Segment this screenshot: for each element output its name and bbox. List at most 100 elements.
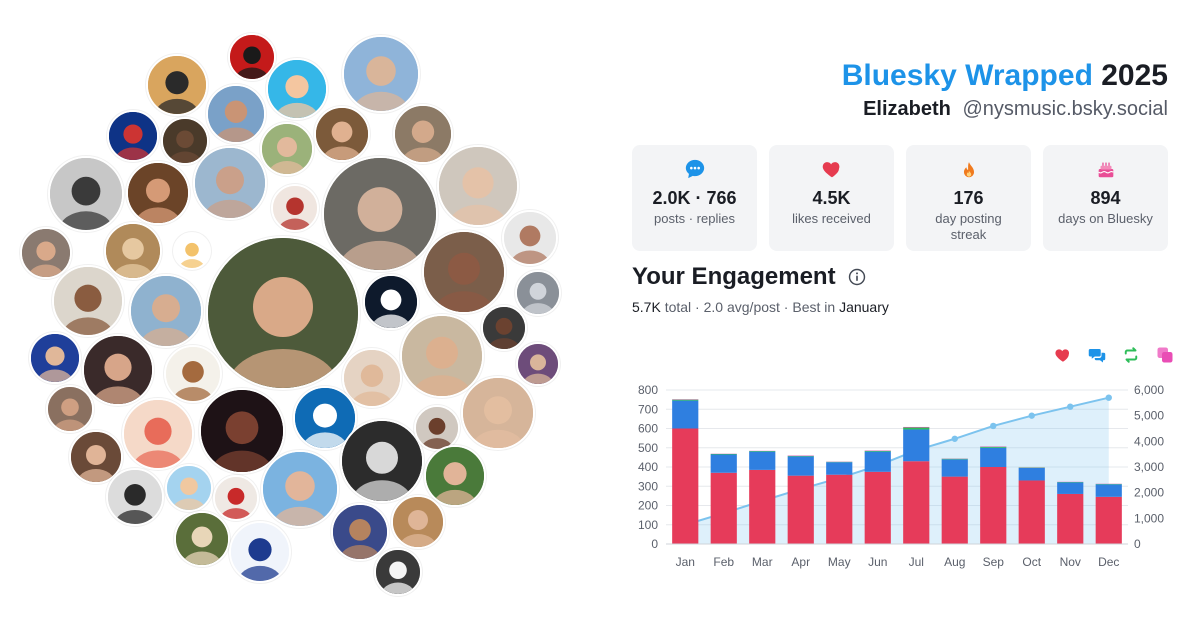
reply-bubbles-icon[interactable] <box>1088 346 1106 364</box>
avatar-bride[interactable] <box>174 511 230 567</box>
cumulative-point <box>1105 394 1112 401</box>
avatar-cubs-logo[interactable] <box>107 110 159 162</box>
bar-segment <box>826 474 853 544</box>
heart-icon[interactable] <box>1054 346 1072 364</box>
avatar-group-table[interactable] <box>104 222 162 280</box>
info-icon[interactable] <box>848 268 866 286</box>
engagement-chart: 0 100 200 300 400 500 600 700 800 0 1,000 2,000 3,00… <box>638 383 1164 569</box>
avatar-monster[interactable] <box>340 419 424 503</box>
avatar-sunglasses[interactable] <box>126 161 190 225</box>
avatar-woman-yellow[interactable] <box>481 305 527 351</box>
y-tick-label: 600 <box>638 422 658 436</box>
avatar-couple[interactable] <box>129 274 203 348</box>
stat-card-days: 894 days on Bluesky <box>1043 145 1168 251</box>
stat-label: likes received <box>792 211 871 226</box>
avatar-bw-woman[interactable] <box>48 156 124 232</box>
bar-segment <box>864 471 891 544</box>
repost-icon[interactable] <box>1122 346 1140 364</box>
avatar-young-man[interactable] <box>393 104 453 164</box>
heart-icon <box>769 157 894 181</box>
avatar-main-oak[interactable] <box>206 236 360 390</box>
avatar-redhead[interactable] <box>314 106 370 162</box>
avatar-woman-glasses[interactable] <box>260 122 314 176</box>
avatar-bearded-man[interactable] <box>46 385 94 433</box>
x-tick-label: Apr <box>791 555 810 569</box>
avatar-dark-portrait[interactable] <box>199 388 285 474</box>
avatar-cartoon[interactable] <box>266 58 328 120</box>
stats-row: 2.0K · 766 posts · replies 4.5K likes re… <box>632 145 1168 251</box>
bar-segment <box>903 429 930 462</box>
avatar-glasses-man[interactable] <box>193 146 267 220</box>
user-handle[interactable]: @nysmusic.bsky.social <box>962 98 1168 120</box>
y-tick-label: 200 <box>638 499 658 513</box>
bar-segment <box>749 451 776 470</box>
bar-segment <box>787 455 814 457</box>
avatar-smiling-man[interactable] <box>502 210 558 266</box>
bar-segment <box>1095 496 1122 544</box>
bar-segment <box>1018 480 1045 544</box>
avatar-lakeside[interactable] <box>342 35 420 113</box>
avatar-man-dark[interactable] <box>161 117 209 165</box>
bar-segment <box>980 446 1007 448</box>
bar-segment <box>864 450 891 452</box>
summary-separator: · <box>779 299 793 315</box>
avatar-sunglass-woman[interactable] <box>422 230 506 314</box>
avatar-bald-man[interactable] <box>82 334 154 406</box>
x-tick-label: Feb <box>713 555 734 569</box>
avatar-woman-garden[interactable] <box>424 445 486 507</box>
avatar-woman-smile[interactable] <box>271 184 319 232</box>
x-tick-label: Nov <box>1060 555 1081 569</box>
avatar-anime-girl[interactable] <box>122 398 194 470</box>
avatar-cartoon-man[interactable] <box>165 464 213 512</box>
avatar-glasses-woman-2[interactable] <box>400 314 484 398</box>
stat-value: 4.5K <box>812 188 851 208</box>
avatar-nbc-news[interactable] <box>363 274 419 330</box>
avatar-brain-sign[interactable] <box>515 270 561 316</box>
x-tick-label: Aug <box>944 555 965 569</box>
stat-label: days on Bluesky <box>1058 211 1153 226</box>
chart-legend <box>1054 346 1174 364</box>
avatar-pink-glasses[interactable] <box>437 145 519 227</box>
bar-segment <box>710 472 737 544</box>
bar-segment <box>787 456 814 476</box>
x-tick-label: Mar <box>752 555 773 569</box>
avatar-suit-man[interactable] <box>146 54 208 116</box>
avatar-wgn9-news[interactable] <box>229 521 291 583</box>
avatar-emoji-woman[interactable] <box>173 232 211 270</box>
year-label: 2025 <box>1101 59 1168 92</box>
engagement-summary: 5.7K total · 2.0 avg/post · Best in Janu… <box>632 298 889 316</box>
y2-tick-label: 2,000 <box>1134 486 1164 500</box>
avatar-blonde-woman[interactable] <box>342 348 402 408</box>
total-word: total <box>664 299 692 315</box>
avatar-jeopardy-host[interactable] <box>29 332 81 384</box>
engagement-title: Your Engagement <box>632 262 866 292</box>
cumulative-point <box>1067 403 1074 410</box>
avatar-purple-bg[interactable] <box>516 342 560 386</box>
bar-segment <box>864 451 891 472</box>
quote-icon[interactable] <box>1156 346 1174 364</box>
avatar-woman-curly[interactable] <box>52 265 124 337</box>
avatar-woman-flowers[interactable] <box>391 495 445 549</box>
avatar-woman-window[interactable] <box>461 376 535 450</box>
avatar-superman[interactable] <box>261 450 339 528</box>
speech-bubble-icon <box>632 157 757 181</box>
x-tick-label: Dec <box>1098 555 1119 569</box>
cumulative-point <box>951 435 958 442</box>
bar-segment <box>903 426 930 428</box>
wrapped-header: Bluesky Wrapped 2025 Elizabeth @nysmusic… <box>842 58 1168 122</box>
bar-segment <box>903 427 930 430</box>
stat-card-likes: 4.5K likes received <box>769 145 894 251</box>
avatar-seal[interactable] <box>228 33 276 81</box>
avatar-goose[interactable] <box>374 548 422 596</box>
cumulative-point <box>990 422 997 430</box>
avatar-cap-man[interactable] <box>206 84 266 144</box>
engagement-heading: Your Engagement <box>632 263 836 290</box>
avatar-sketch[interactable] <box>164 345 222 403</box>
avatar-woman-red-dress[interactable] <box>213 475 259 521</box>
avatar-dog-woman[interactable] <box>322 156 438 272</box>
avatar-bw-singer[interactable] <box>106 468 164 526</box>
bar-segment <box>941 459 968 477</box>
bar-segment <box>826 462 853 475</box>
avatar-woman-red[interactable] <box>20 227 72 279</box>
avatar-man-beanie[interactable] <box>331 503 389 561</box>
